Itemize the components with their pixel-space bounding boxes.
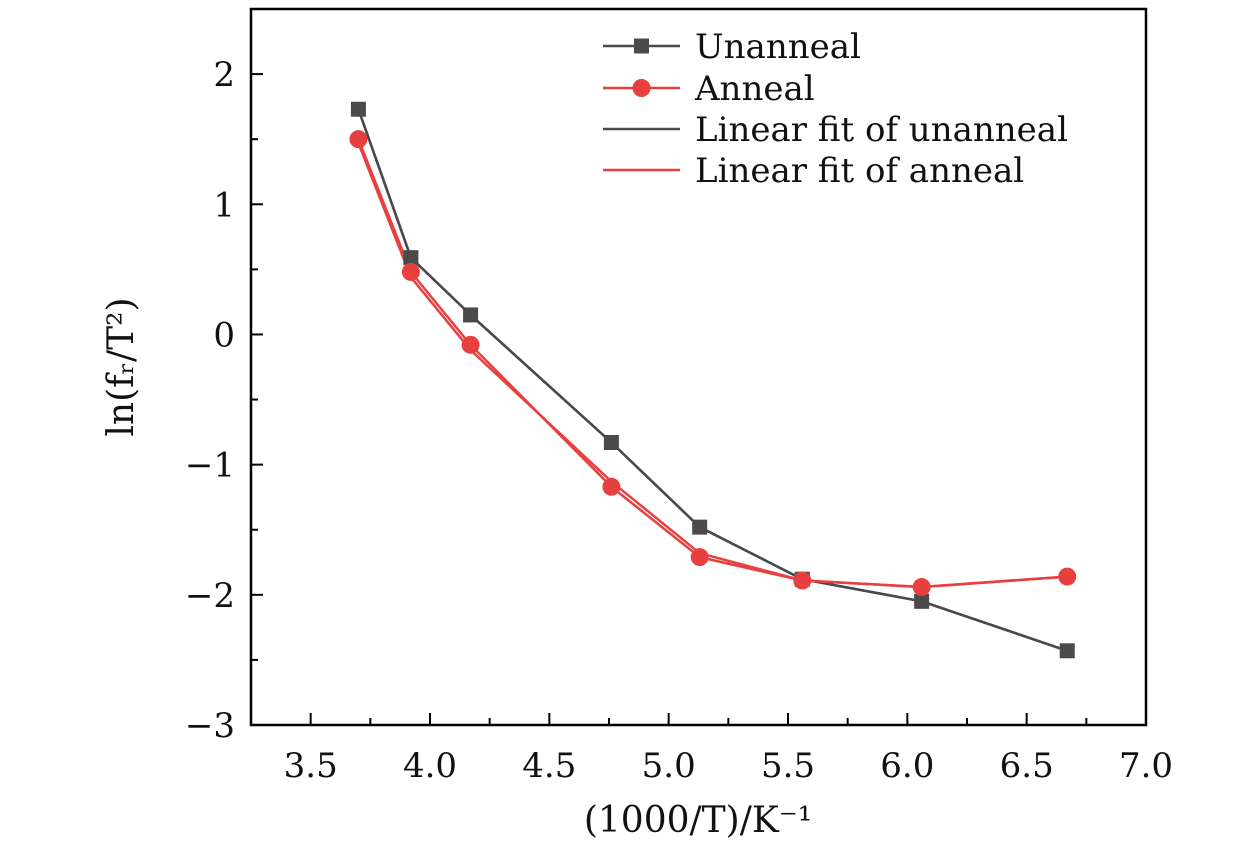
x-tick-label: 5.5 [761, 746, 815, 786]
x-tick-label: 3.5 [284, 746, 338, 786]
y-tick-label: −1 [185, 446, 235, 486]
series-line-anneal [357, 138, 1068, 589]
data-point-square [463, 307, 479, 323]
x-axis-label: (1000/T)/K⁻¹ [584, 800, 812, 841]
series-line-linear-fit-of-anneal [357, 142, 1068, 589]
data-point-circle [602, 477, 621, 496]
data-point-circle [1058, 567, 1077, 586]
data-point-square [1059, 643, 1075, 659]
x-tick-label: 4.0 [403, 746, 457, 786]
series-layer [349, 101, 1077, 659]
x-tick-label: 6.0 [880, 746, 934, 786]
x-tick-label: 5.0 [642, 746, 696, 786]
legend-label: Anneal [694, 69, 815, 109]
x-tick-label: 6.5 [1000, 746, 1054, 786]
y-tick-label: −3 [185, 706, 235, 746]
y-tick-label: −2 [185, 576, 235, 616]
legend-marker-circle [632, 79, 651, 97]
ticks-layer: 3.5 4.0 4.5 5.0 5.5 6.0 6.5 7.0 −3 −2 −1 0 1 2 [185, 8, 1173, 786]
data-point-square [403, 250, 419, 266]
data-point-circle [401, 262, 420, 281]
data-point-circle [793, 571, 812, 590]
data-point-circle [461, 335, 480, 354]
data-point-circle [912, 578, 931, 597]
y-axis-label: ln(fᵣ/T²) [101, 297, 142, 436]
data-point-square [350, 101, 366, 117]
y-tick-label: 2 [213, 55, 235, 95]
data-point-square [603, 435, 619, 451]
y-tick-label: 0 [213, 315, 235, 355]
y-tick-label: 1 [213, 185, 235, 225]
data-point-square [692, 519, 708, 535]
x-tick-label: 4.5 [522, 746, 576, 786]
data-point-circle [690, 548, 709, 567]
legend-label: Linear fit of anneal [695, 151, 1024, 191]
legend-label: Unanneal [695, 27, 861, 67]
data-point-square [914, 593, 930, 609]
plot-frame [249, 7, 1148, 727]
x-tick-label: 7.0 [1119, 746, 1173, 786]
data-point-circle [349, 130, 368, 149]
series-line-unanneal [357, 108, 1068, 652]
legend-marker-square [634, 38, 649, 54]
legend-label: Linear fit of unanneal [695, 110, 1068, 150]
